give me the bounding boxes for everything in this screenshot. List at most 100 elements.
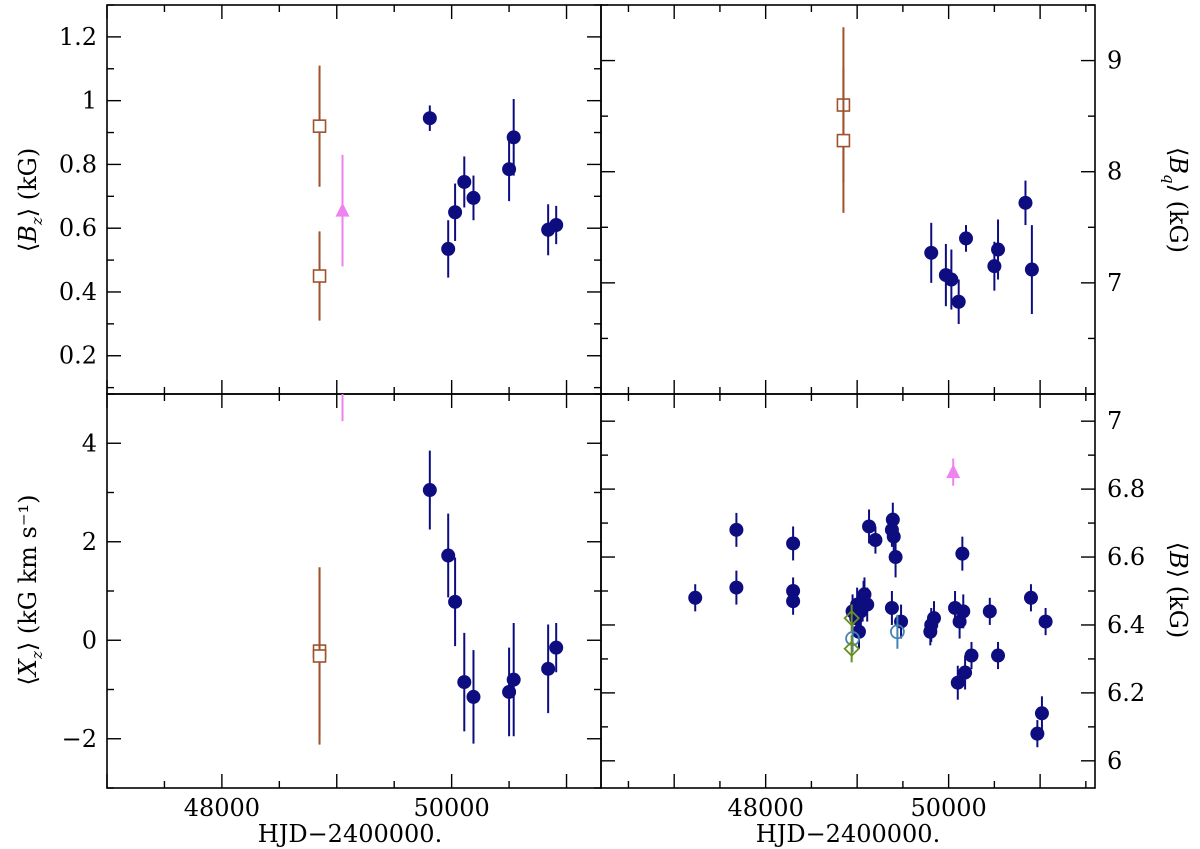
y-tick-label: 0.4: [59, 278, 97, 306]
data-point-filled-circle: [888, 550, 903, 565]
data-point-filled-circle: [1024, 262, 1039, 277]
y-tick-label: 0.2: [59, 342, 97, 370]
data-point-filled-circle: [441, 548, 456, 563]
ylabel-bz-post: ⟩ (kG): [14, 148, 42, 217]
y-tick-label: 6.8: [1107, 475, 1145, 503]
ylabel-bq-main: B: [1164, 155, 1192, 174]
y-tick-label: 6.6: [1107, 543, 1145, 571]
data-point-filled-circle: [1038, 614, 1053, 629]
y-tick-label: 6.4: [1107, 611, 1145, 639]
y-tick-label: 0.8: [59, 150, 97, 178]
panel-bz: 0.2 0.4 0.6 0.8 1 1.2 ⟨Bz⟩ (kG): [14, 4, 602, 395]
ylabel-bq-post: ⟩ (kG): [1164, 184, 1192, 253]
y-tick-label: −2: [62, 725, 97, 753]
data-point-filled-circle: [448, 594, 463, 609]
data-point-filled-circle: [987, 259, 1002, 274]
data-point-filled-circle: [926, 611, 941, 626]
y-tick-label: 1: [82, 87, 97, 115]
data-point-open-circle: [890, 624, 905, 640]
data-point-filled-circle: [786, 594, 801, 609]
data-point-filled-circle: [862, 519, 877, 534]
data-point-filled-circle: [466, 190, 481, 205]
data-point-filled-circle: [884, 600, 899, 615]
panel-b-ticks: 48000 50000 6 6.2 6.4 6.6 6.8 7: [601, 394, 1145, 822]
data-point-filled-circle: [506, 130, 521, 145]
x-tick-label: 48000: [727, 794, 803, 822]
data-point-filled-circle: [924, 245, 939, 260]
data-point-filled-circle: [982, 604, 997, 619]
y-tick-label: 7: [1107, 407, 1122, 435]
data-point-open-square: [312, 119, 327, 133]
ylabel-bz-pre: ⟨: [14, 243, 42, 252]
panel-xz: 48000 50000 −2 0 2 4 ⟨Xz⟩ (kG km s⁻¹) HJD−240…: [14, 393, 602, 848]
ylabel-bz-main: B: [14, 225, 42, 244]
data-point-filled-circle: [422, 111, 437, 126]
panel-xz-ticks: 48000 50000 −2 0 2 4: [62, 393, 601, 822]
data-point-filled-circle: [506, 672, 521, 687]
data-point-filled-circle: [951, 294, 966, 309]
panel-bz-ticks: 0.2 0.4 0.6 0.8 1 1.2: [59, 4, 601, 394]
panel-bz-marks: [312, 65, 564, 321]
x-tick-label: 48000: [184, 794, 260, 822]
data-point-filled-circle: [448, 205, 463, 220]
data-point-filled-circle: [886, 529, 901, 544]
xlabel-right: HJD−2400000.: [756, 820, 940, 848]
y-tick-label: 7: [1107, 269, 1122, 297]
panel-bq-ticks: 7 8 9: [601, 4, 1122, 395]
y-tick-label: 2: [82, 528, 97, 556]
data-point-filled-circle: [688, 590, 703, 605]
panel-xz-marks: [312, 394, 564, 745]
data-point-filled-circle: [851, 624, 866, 639]
ylabel-bq-pre: ⟨: [1164, 147, 1192, 156]
data-point-filled-circle: [956, 604, 971, 619]
ylabel-xz-sub: z: [28, 651, 46, 660]
xlabel-left: HJD−2400000.: [258, 820, 442, 848]
ylabel-xz-post: ⟩ (kG km s⁻¹): [14, 495, 42, 652]
ylabel-xz-pre: ⟨: [14, 676, 42, 685]
data-point-filled-circle: [457, 174, 472, 189]
data-point-filled-circle: [958, 665, 973, 680]
ylabel-b: ⟨B⟩ (kG): [1164, 542, 1192, 638]
y-tick-label: 9: [1107, 47, 1122, 75]
data-point-filled-circle: [1018, 195, 1033, 210]
data-point-filled-circle: [991, 648, 1006, 663]
data-point-filled-circle: [991, 242, 1006, 257]
y-tick-label: 1.2: [59, 23, 97, 51]
y-tick-label: 0.6: [59, 214, 97, 242]
ylabel-bq: ⟨Bq⟩ (kG): [1160, 147, 1192, 253]
ylabel-xz-main: X: [14, 658, 42, 678]
data-point-filled-circle: [964, 648, 979, 663]
data-point-filled-circle: [549, 640, 564, 655]
panel-xz-frame: [106, 393, 602, 789]
panel-bq-marks: [836, 27, 1039, 324]
data-point-filled-circle: [729, 580, 744, 595]
y-tick-label: 6.2: [1107, 679, 1145, 707]
ylabel-b-main: B: [1164, 550, 1192, 569]
panel-bz-frame: [106, 4, 602, 395]
ylabel-xz: ⟨Xz⟩ (kG km s⁻¹): [14, 495, 46, 686]
x-tick-label: 50000: [910, 794, 986, 822]
data-point-filled-circle: [729, 522, 744, 537]
data-point-filled-circle: [944, 272, 959, 287]
ylabel-bq-sub: q: [1160, 174, 1178, 184]
panel-b: 48000 50000 6 6.2 6.4 6.6 6.8 7 ⟨B⟩ (kG) HJD−24…: [600, 393, 1192, 848]
data-point-filled-circle: [502, 162, 517, 177]
data-point-filled-circle: [786, 536, 801, 551]
data-point-filled-circle: [1023, 590, 1038, 605]
data-point-filled-circle: [422, 483, 437, 498]
data-point-filled-triangle: [946, 464, 961, 479]
data-point-open-square: [312, 649, 327, 663]
data-point-filled-circle: [950, 675, 965, 690]
data-point-open-diamond: [843, 609, 860, 627]
data-point-filled-circle: [502, 684, 517, 699]
data-point-filled-circle: [466, 689, 481, 704]
x-tick-label: 50000: [413, 794, 489, 822]
data-point-open-square: [312, 269, 327, 283]
panel-b-frame: [600, 393, 1096, 789]
data-point-filled-circle: [955, 546, 970, 561]
data-point-filled-circle: [1034, 706, 1049, 721]
data-point-filled-circle: [441, 241, 456, 256]
y-tick-label: 6: [1107, 747, 1122, 775]
data-point-filled-triangle: [335, 202, 350, 217]
